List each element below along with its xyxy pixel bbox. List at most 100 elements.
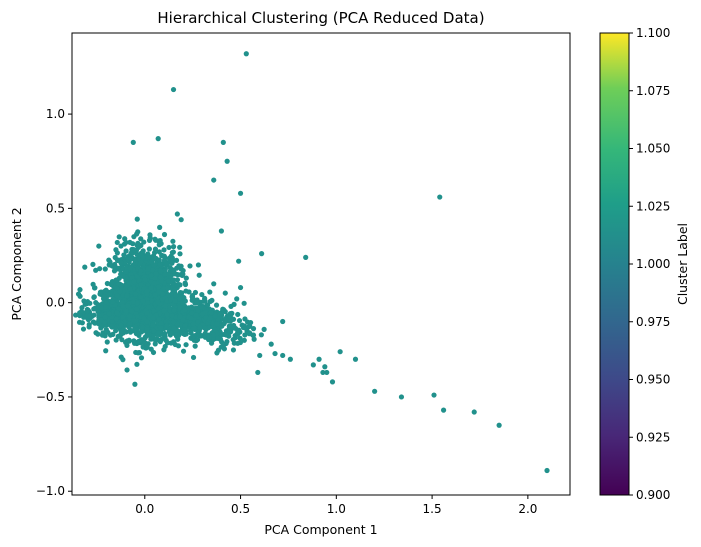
- data-point: [141, 340, 148, 346]
- colorbar-tick-label: 1.025: [636, 199, 670, 213]
- data-point: [151, 308, 157, 314]
- data-point: [170, 277, 177, 283]
- data-point: [214, 350, 220, 356]
- data-point: [132, 257, 138, 263]
- data-point: [199, 291, 205, 298]
- data-point: [329, 379, 336, 385]
- data-point: [142, 335, 148, 341]
- data-point: [102, 319, 108, 325]
- data-point: [145, 300, 151, 306]
- data-point: [95, 331, 101, 337]
- data-point: [76, 319, 83, 325]
- data-point: [171, 307, 177, 314]
- data-point: [372, 388, 378, 394]
- y-tick-label: −1.0: [36, 484, 65, 498]
- data-point: [220, 139, 226, 145]
- data-point: [118, 260, 124, 266]
- data-point: [120, 273, 126, 279]
- colorbar-tick-label: 1.000: [636, 257, 670, 271]
- data-point: [172, 298, 178, 304]
- data-point: [116, 234, 122, 240]
- data-point: [134, 361, 140, 367]
- data-point: [164, 298, 170, 304]
- data-point: [223, 318, 229, 324]
- data-point: [110, 299, 116, 305]
- data-point: [108, 323, 115, 329]
- data-point: [134, 314, 140, 320]
- data-point: [218, 228, 224, 234]
- colorbar-tick-label: 0.900: [636, 488, 670, 502]
- data-point: [153, 237, 159, 243]
- data-point: [158, 320, 164, 327]
- data-point: [211, 281, 217, 287]
- data-point: [112, 254, 118, 261]
- data-point: [227, 329, 234, 335]
- data-point: [80, 326, 87, 332]
- colorbar-tick-label: 1.050: [636, 142, 670, 156]
- data-point: [237, 339, 243, 346]
- data-point: [124, 367, 130, 373]
- data-point: [157, 339, 163, 345]
- data-point: [93, 300, 99, 306]
- data-point: [144, 310, 150, 316]
- data-point: [221, 307, 227, 313]
- y-axis-ticks: −1.0 −0.5 0.0 0.5 1.0: [36, 107, 72, 498]
- data-point: [250, 326, 257, 332]
- data-point: [125, 303, 131, 309]
- data-point: [111, 263, 117, 270]
- data-point: [251, 336, 257, 342]
- data-point: [195, 262, 202, 268]
- x-tick-label: 2.0: [518, 502, 537, 516]
- data-point: [150, 322, 156, 328]
- data-point: [113, 316, 120, 322]
- data-point: [118, 328, 124, 334]
- data-point: [237, 284, 244, 291]
- data-point: [91, 306, 97, 312]
- colorbar-tick-label: 1.075: [636, 84, 670, 98]
- data-point: [194, 300, 200, 306]
- data-point: [148, 272, 154, 279]
- data-point: [162, 271, 168, 278]
- data-point: [186, 305, 192, 311]
- data-point: [86, 322, 92, 328]
- data-point: [174, 211, 180, 217]
- data-point: [157, 274, 164, 280]
- data-point: [152, 292, 158, 298]
- data-point: [199, 311, 206, 317]
- data-point: [146, 246, 152, 252]
- data-point: [217, 311, 223, 318]
- data-point: [210, 332, 217, 338]
- data-point: [140, 324, 146, 330]
- data-point: [104, 280, 110, 287]
- data-point: [195, 308, 201, 314]
- data-point: [134, 231, 140, 237]
- data-point: [213, 302, 220, 308]
- data-point: [77, 287, 83, 293]
- data-point: [162, 302, 169, 309]
- colorbar-tick-label: 0.950: [636, 373, 670, 387]
- data-point: [193, 312, 199, 318]
- data-point: [161, 231, 168, 238]
- x-tick-label: 0.0: [135, 502, 154, 516]
- data-point: [237, 335, 243, 341]
- data-point: [132, 381, 138, 387]
- data-point: [173, 292, 179, 299]
- data-point: [303, 254, 309, 260]
- data-point: [209, 297, 215, 303]
- data-point: [96, 243, 102, 249]
- data-point: [131, 338, 137, 344]
- data-point: [156, 257, 162, 263]
- data-point: [431, 392, 437, 398]
- data-point: [246, 324, 252, 330]
- data-point: [84, 308, 90, 314]
- data-point: [202, 330, 208, 336]
- data-point: [168, 297, 174, 303]
- data-point: [170, 319, 177, 325]
- data-point: [230, 337, 236, 343]
- data-point: [152, 275, 158, 281]
- data-point: [103, 304, 109, 310]
- data-point: [87, 300, 93, 306]
- data-point: [175, 336, 181, 342]
- data-point: [170, 238, 176, 244]
